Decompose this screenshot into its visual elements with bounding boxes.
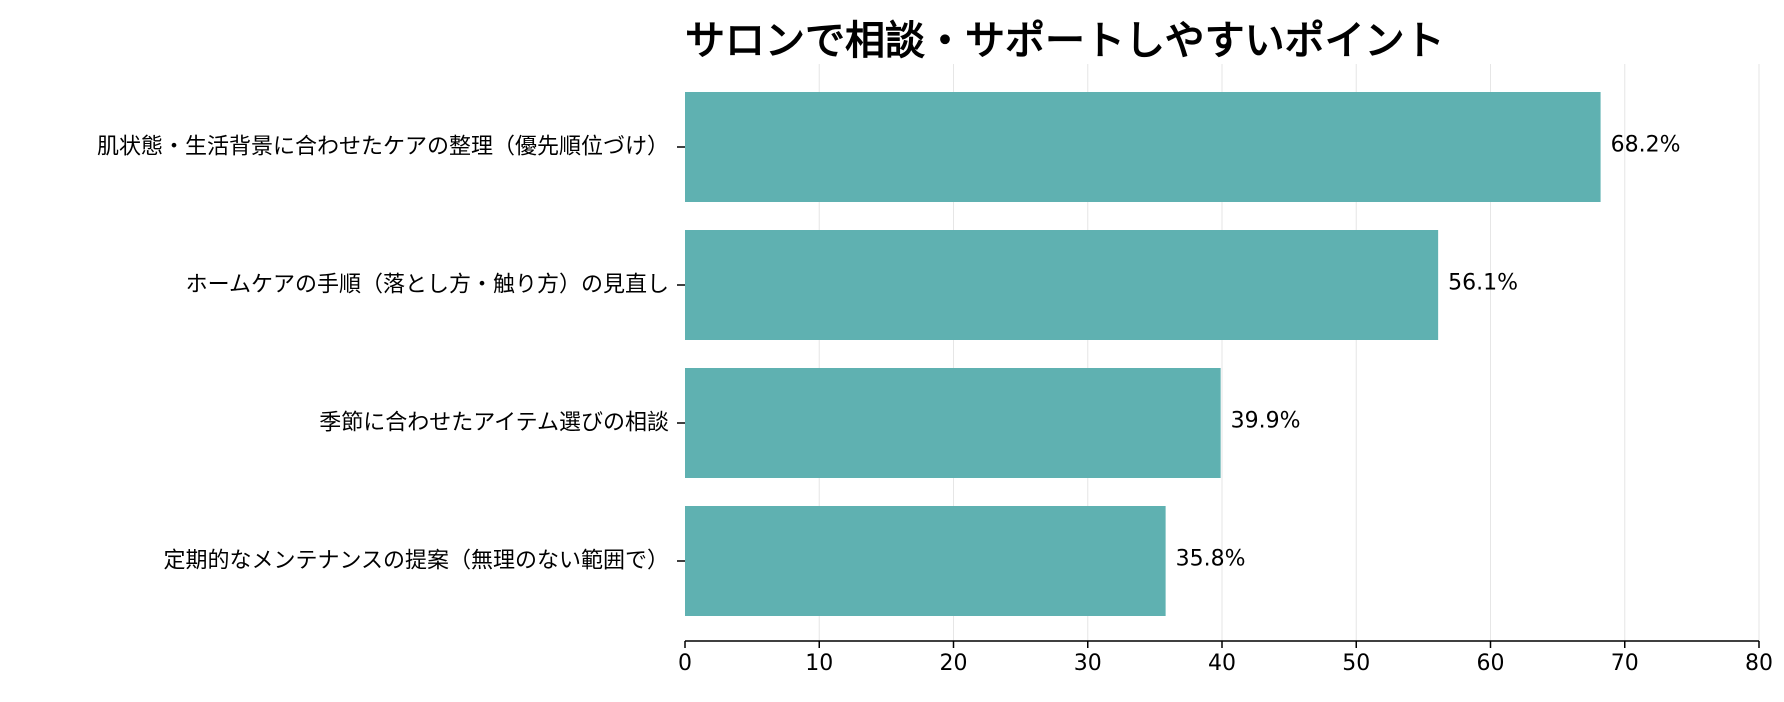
x-tick-label: 0: [678, 651, 692, 676]
x-tick-label: 80: [1745, 651, 1773, 676]
x-tick-label: 30: [1074, 651, 1102, 676]
chart-title: サロンで相談・サポートしやすいポイント: [685, 18, 1445, 64]
x-tick-label: 20: [940, 651, 968, 676]
x-tick-label: 40: [1208, 651, 1236, 676]
x-tick-label: 50: [1342, 651, 1370, 676]
data-label: 56.1%: [1448, 271, 1518, 296]
category-label: 季節に合わせたアイテム選びの相談: [319, 411, 669, 436]
data-label: 39.9%: [1231, 409, 1301, 434]
data-label: 35.8%: [1176, 547, 1246, 572]
data-label: 68.2%: [1611, 133, 1681, 158]
category-label: 肌状態・生活背景に合わせたケアの整理（優先順位づけ）: [97, 135, 669, 160]
category-label: ホームケアの手順（落とし方・触り方）の見直し: [186, 273, 669, 298]
bar: [685, 92, 1601, 202]
x-tick-label: 10: [805, 651, 833, 676]
bar: [685, 506, 1166, 616]
x-tick-label: 70: [1611, 651, 1639, 676]
bar: [685, 368, 1221, 478]
bar: [685, 230, 1439, 340]
category-label: 定期的なメンテナンスの提案（無理のない範囲で）: [163, 549, 669, 574]
x-tick-label: 60: [1477, 651, 1505, 676]
